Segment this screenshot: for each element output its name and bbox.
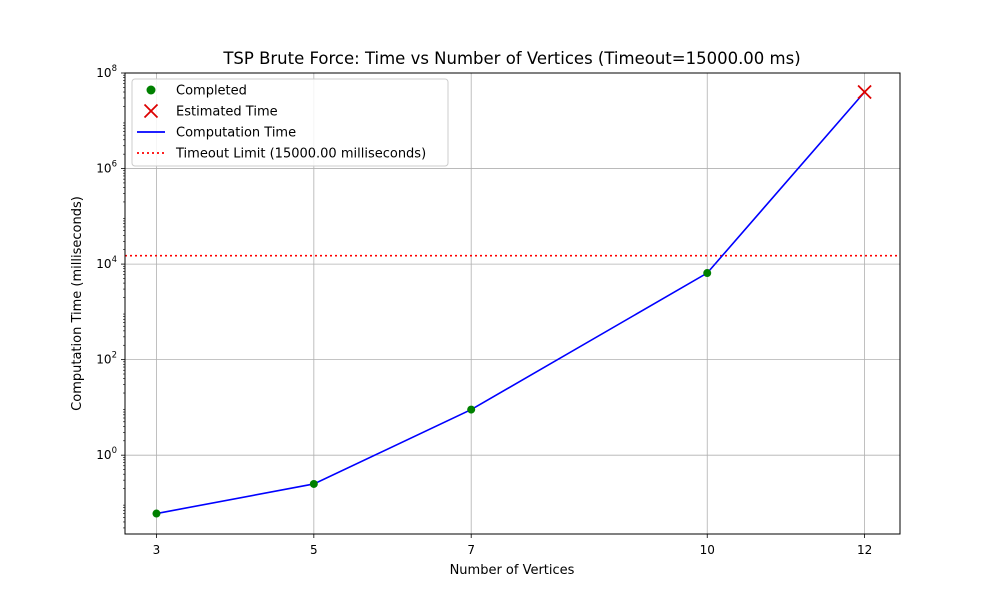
legend-label: Computation Time (176, 126, 296, 141)
legend-x-icon (143, 103, 159, 119)
x-tick-label: 12 (857, 543, 872, 557)
x-tick-label: 10 (700, 543, 715, 557)
legend-item: Computation Time (137, 126, 296, 141)
y-tick-label: 102 (96, 351, 117, 367)
series-layer (152, 84, 872, 518)
legend-label: Estimated Time (176, 105, 278, 120)
legend-item: Completed (146, 84, 247, 99)
completed-point (467, 405, 476, 414)
axis-ticks: 3 5 7 10 12 100 102 104 106 108 (96, 64, 872, 557)
x-axis-label: Number of Vertices (450, 563, 575, 578)
estimated-time-marker (857, 84, 872, 100)
estimated-x-stroke (857, 84, 872, 100)
y-tick-label: 106 (96, 160, 117, 176)
chart-title: TSP Brute Force: Time vs Number of Verti… (222, 49, 800, 68)
legend-box (131, 78, 449, 167)
legend-item: Estimated Time (143, 103, 278, 120)
completed-point (152, 509, 161, 518)
legend-label: Timeout Limit (15000.00 milliseconds) (175, 147, 426, 162)
legend-item: Timeout Limit (15000.00 milliseconds) (137, 147, 426, 162)
completed-point (309, 479, 318, 488)
x-tick-label: 3 (153, 543, 161, 557)
legend-label: Completed (176, 84, 247, 99)
completed-point (703, 269, 712, 278)
y-tick-label: 104 (96, 255, 117, 271)
plot-area-frame (124, 72, 901, 535)
y-tick-label: 100 (96, 446, 117, 462)
y-axis-label: Computation Time (milliseconds) (70, 196, 85, 411)
legend: Completed Estimated Time Computation Time T… (131, 78, 449, 167)
y-tick-label: 108 (96, 64, 117, 80)
x-tick-label: 7 (467, 543, 475, 557)
x-tick-label: 5 (310, 543, 318, 557)
legend-dot-icon (146, 85, 156, 95)
